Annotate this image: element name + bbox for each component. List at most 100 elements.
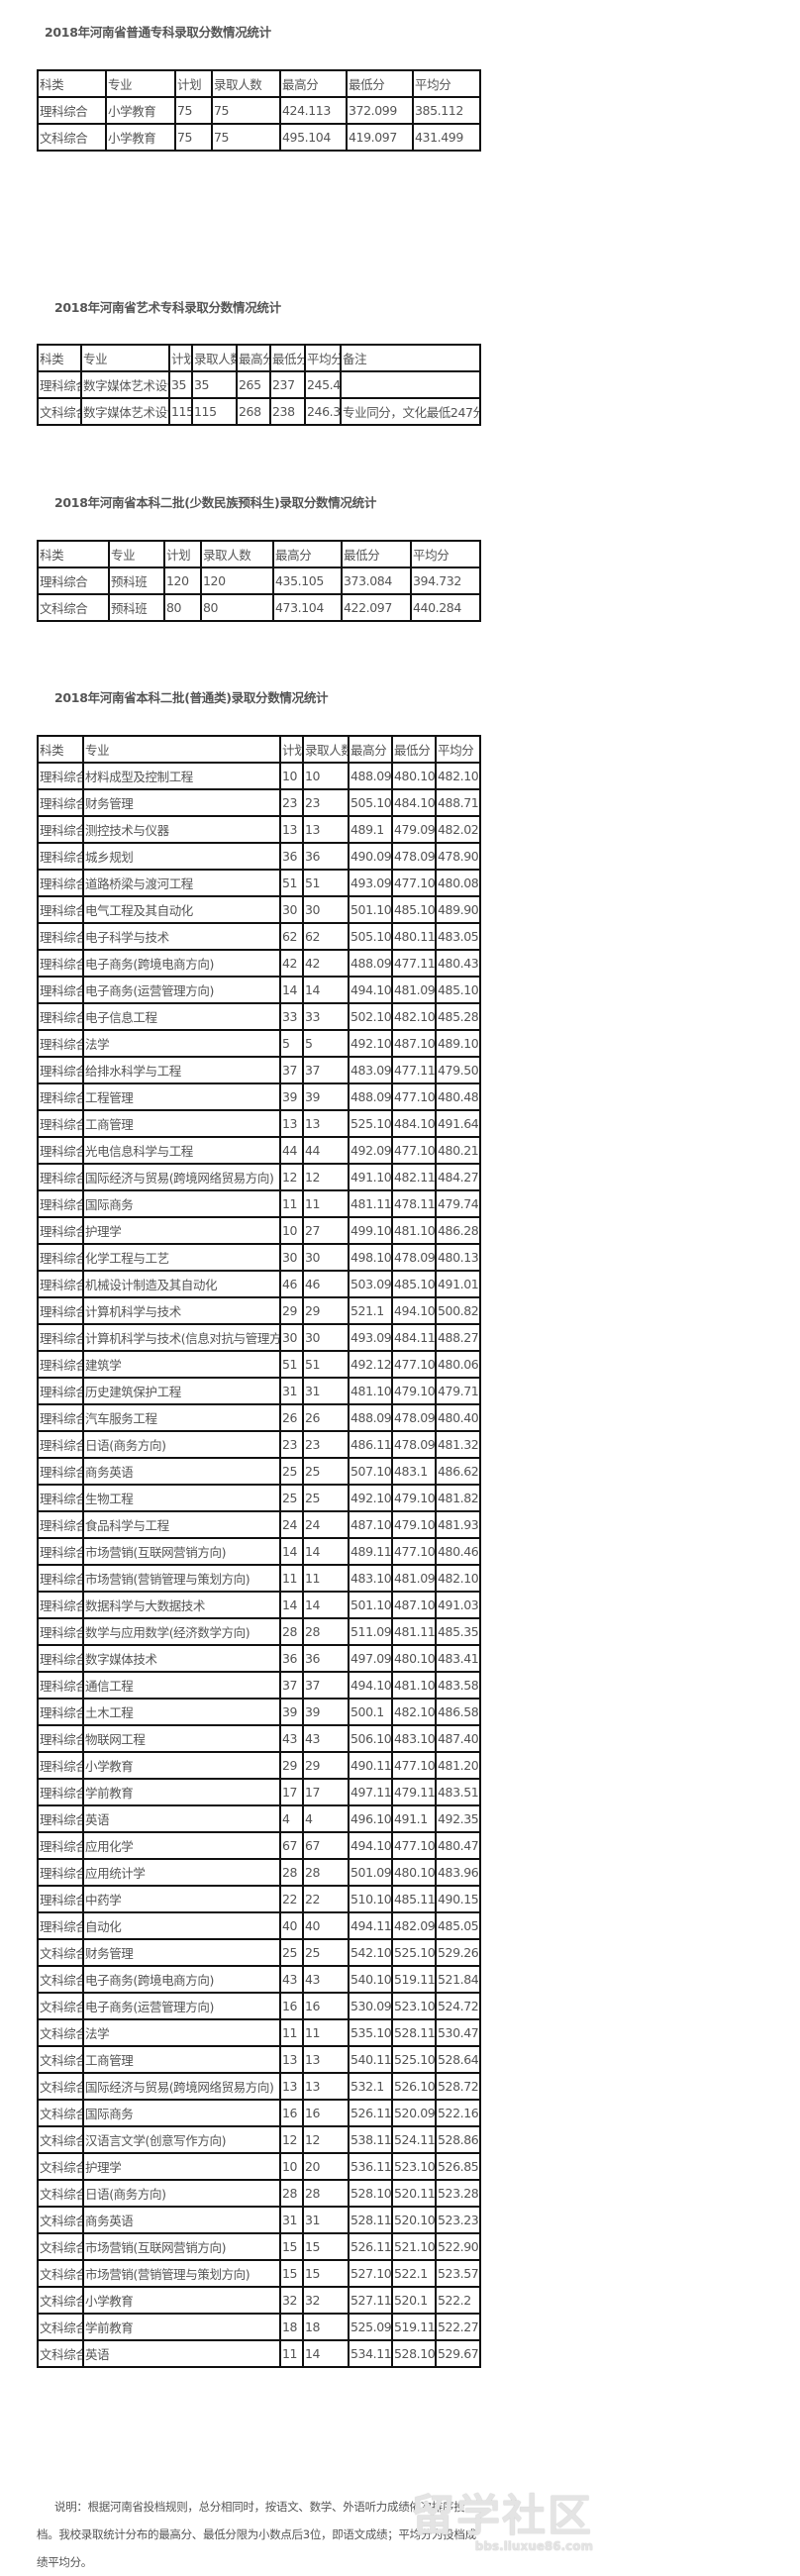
table-cell: 理科综合 bbox=[37, 815, 84, 844]
column-header: 最高分 bbox=[236, 344, 271, 372]
table-cell: 536.115 bbox=[348, 2152, 393, 2181]
table-cell: 财务管理 bbox=[82, 788, 281, 817]
table-cell: 485.051 bbox=[435, 1911, 481, 1940]
table-cell: 481.099 bbox=[391, 976, 437, 1004]
table-cell: 给排水科学与工程 bbox=[82, 1056, 281, 1084]
table-cell: 524.115 bbox=[391, 2125, 437, 2154]
table-cell: 440.284 bbox=[410, 593, 481, 622]
table-cell: 17 bbox=[302, 1778, 350, 1806]
table-cell: 422.097 bbox=[341, 593, 412, 622]
table-cell: 80 bbox=[163, 593, 202, 622]
table-cell: 23 bbox=[279, 788, 304, 817]
table-cell: 理科综合 bbox=[37, 1082, 84, 1111]
table-cell: 485.352 bbox=[435, 1617, 481, 1646]
table-cell: 237 bbox=[269, 370, 306, 399]
table-cell: 477.103 bbox=[391, 1136, 437, 1165]
table-cell: 道路桥梁与渡河工程 bbox=[82, 869, 281, 897]
table-cell: 城乡规划 bbox=[82, 842, 281, 871]
table-cell: 理科综合 bbox=[37, 1403, 84, 1432]
table-cell: 计算机科学与技术(信息对抗与管理方向) bbox=[82, 1323, 281, 1352]
table-cell: 理科综合 bbox=[37, 1804, 84, 1833]
table3-title: 2018年河南省本科二批(少数民族预科生)录取分数情况统计 bbox=[54, 495, 377, 510]
table-cell: 14 bbox=[279, 1591, 304, 1619]
table-cell: 23 bbox=[279, 1430, 304, 1459]
table-cell: 484.108 bbox=[391, 788, 437, 817]
table-cell: 526.116 bbox=[348, 2232, 393, 2261]
table-cell: 30 bbox=[302, 1243, 350, 1272]
table-cell: 495.104 bbox=[279, 123, 348, 152]
column-header: 计划 bbox=[168, 344, 193, 372]
table-cell: 理科综合 bbox=[37, 1591, 84, 1619]
table-cell: 67 bbox=[279, 1831, 304, 1860]
table-cell: 学前教育 bbox=[82, 1778, 281, 1806]
table-cell: 11 bbox=[302, 1189, 350, 1218]
table-cell: 理科综合 bbox=[37, 1109, 84, 1138]
table-cell: 394.732 bbox=[410, 567, 481, 595]
table-cell: 511.097 bbox=[348, 1617, 393, 1646]
table-cell: 40 bbox=[279, 1911, 304, 1940]
table-cell: 市场营销(互联网营销方向) bbox=[82, 2232, 281, 2261]
table-cell: 36 bbox=[279, 1644, 304, 1673]
table-cell: 478.096 bbox=[391, 842, 437, 871]
table-cell: 26 bbox=[279, 1403, 304, 1432]
table-cell: 525.106 bbox=[348, 1109, 393, 1138]
table-row: 文科综合 小学教育 75 75 495.104 419.097 431.499 bbox=[37, 123, 481, 152]
table-cell: 481.32 bbox=[435, 1430, 481, 1459]
table-row: 文科综合 预科班 80 80 473.104 422.097 440.284 bbox=[37, 593, 481, 622]
table-cell: 自动化 bbox=[82, 1911, 281, 1940]
table-cell: 物联网工程 bbox=[82, 1724, 281, 1753]
table-cell: 应用统计学 bbox=[82, 1858, 281, 1887]
table-cell: 商务英语 bbox=[82, 2206, 281, 2234]
table-cell: 文科综合 bbox=[37, 1992, 84, 2020]
table-cell: 28 bbox=[279, 1858, 304, 1887]
table-cell: 国际商务 bbox=[82, 2099, 281, 2127]
table-header-row: 科类专业计划录取人数最高分最低分平均分 bbox=[37, 69, 481, 98]
table-cell: 491.643 bbox=[435, 1109, 481, 1138]
table-cell: 测控技术与仪器 bbox=[82, 815, 281, 844]
table-cell: 生物工程 bbox=[82, 1484, 281, 1512]
table-cell: 490.152 bbox=[435, 1885, 481, 1913]
table-cell: 36 bbox=[302, 842, 350, 871]
table-cell: 工商管理 bbox=[82, 1109, 281, 1138]
table-cell: 479.714 bbox=[435, 1377, 481, 1405]
table-row: 理科综合电子商务(运营管理方向)1414494.103481.099485.10… bbox=[37, 976, 481, 1004]
table-cell: 英语 bbox=[82, 1804, 281, 1833]
table-cell: 497.092 bbox=[348, 1644, 393, 1673]
table-cell: 29 bbox=[302, 1296, 350, 1325]
table-cell: 37 bbox=[279, 1671, 304, 1700]
table-cell: 文科综合 bbox=[37, 2259, 84, 2288]
table-cell: 18 bbox=[302, 2313, 350, 2341]
table-cell: 245.46 bbox=[304, 370, 342, 399]
table-cell: 522.168 bbox=[435, 2099, 481, 2127]
table-cell: 481.938 bbox=[435, 1510, 481, 1539]
table-cell: 503.099 bbox=[348, 1270, 393, 1298]
table-cell: 14 bbox=[279, 1537, 304, 1566]
column-header: 科类 bbox=[37, 540, 110, 568]
table-cell: 522.1 bbox=[391, 2259, 437, 2288]
table-cell: 480.105 bbox=[391, 762, 437, 790]
table-cell: 528.648 bbox=[435, 2045, 481, 2074]
table-cell: 478.096 bbox=[391, 1243, 437, 1272]
table-cell: 43 bbox=[279, 1724, 304, 1753]
table-cell bbox=[340, 370, 481, 399]
table-cell: 33 bbox=[279, 1002, 304, 1031]
table-cell: 32 bbox=[279, 2286, 304, 2315]
table-cell: 491.1 bbox=[391, 1804, 437, 1833]
table-cell: 小学教育 bbox=[82, 1751, 281, 1780]
watermark-logo-text: 留学社区 bbox=[411, 2491, 593, 2541]
table-row: 理科综合数学与应用数学(经济数学方向)2828511.097481.115485… bbox=[37, 1617, 481, 1646]
table-cell: 525.097 bbox=[348, 2313, 393, 2341]
table-cell: 492.357 bbox=[435, 1804, 481, 1833]
table-cell: 工程管理 bbox=[82, 1082, 281, 1111]
watermark-url: bbs.liuxue86.com bbox=[474, 2539, 593, 2553]
table-cell: 理科综合 bbox=[37, 1724, 84, 1753]
table-cell: 501.095 bbox=[348, 1858, 393, 1887]
